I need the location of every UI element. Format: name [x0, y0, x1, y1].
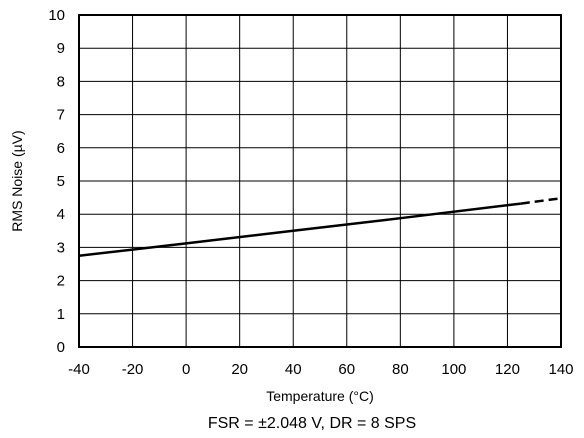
y-tick-label: 6 [57, 140, 65, 157]
y-tick-label: 4 [57, 206, 65, 223]
y-tick-label: 10 [48, 7, 65, 24]
x-tick-label: 60 [338, 361, 355, 378]
x-tick-label: -40 [68, 361, 90, 378]
plot-frame [78, 14, 562, 348]
grid-lines [79, 15, 561, 347]
x-tick-label: 20 [231, 361, 248, 378]
y-tick-label: 2 [57, 273, 65, 290]
y-axis-title: RMS Noise (µV) [9, 130, 25, 231]
y-tick-label: 0 [57, 339, 65, 356]
x-tick-label: 0 [182, 361, 190, 378]
rms-noise-line [78, 202, 521, 257]
y-tick-label: 3 [57, 239, 65, 256]
y-tick-label: 1 [57, 306, 65, 323]
x-tick-label: 40 [285, 361, 302, 378]
extrapolated-noise-line [520, 197, 562, 205]
x-axis-ticks: -40 -20 0 20 40 60 80 100 120 140 [68, 361, 573, 378]
x-tick-label: -20 [122, 361, 144, 378]
y-tick-label: 5 [57, 173, 65, 190]
y-tick-label: 9 [57, 40, 65, 57]
chart-caption: FSR = ±2.048 V, DR = 8 SPS [208, 415, 416, 432]
x-tick-label: 100 [441, 361, 466, 378]
x-tick-label: 140 [548, 361, 573, 378]
x-tick-label: 80 [392, 361, 409, 378]
data-series [78, 197, 562, 257]
x-tick-label: 120 [495, 361, 520, 378]
y-axis-ticks: 0 1 2 3 4 5 6 7 8 9 10 [48, 7, 65, 356]
y-tick-label: 8 [57, 73, 65, 90]
y-tick-label: 7 [57, 107, 65, 124]
x-axis-title: Temperature (°C) [266, 388, 374, 404]
